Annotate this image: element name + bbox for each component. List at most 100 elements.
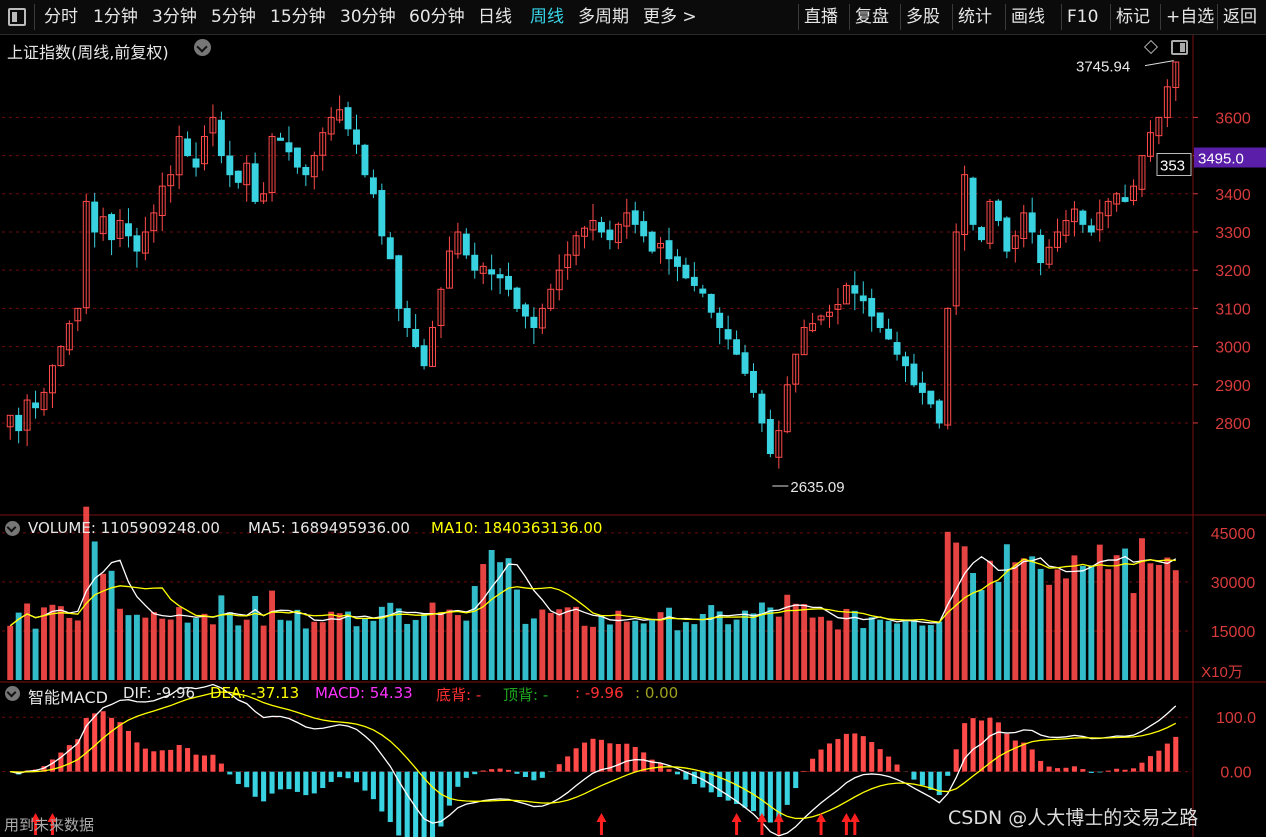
window-toggle-icon[interactable] [1171, 40, 1188, 55]
volume-bar [7, 625, 14, 680]
candle-body [902, 356, 909, 367]
candle-body [826, 311, 833, 317]
period-tab-4[interactable]: 15分钟 [270, 7, 326, 27]
candle-body [226, 155, 234, 176]
candle-body [969, 177, 977, 225]
panel-toggle-icon[interactable] [8, 8, 26, 26]
volume-bar [395, 608, 402, 680]
action-button-1[interactable]: 复盘 [855, 7, 889, 27]
volume-bar [843, 608, 850, 680]
candle-body [851, 285, 859, 294]
signal-arrow-head [731, 813, 742, 822]
volume-bar [269, 590, 276, 680]
volume-bar [767, 607, 774, 680]
action-button-7[interactable]: +自选 [1166, 7, 1215, 27]
candle-body [994, 200, 1002, 222]
candle-body [32, 402, 40, 409]
main-title: 上证指数(周线,前复权) [7, 43, 169, 62]
candle-body [640, 221, 648, 237]
action-button-8[interactable]: 返回 [1223, 7, 1257, 27]
volume-bar [1079, 565, 1086, 680]
candle-body [403, 308, 411, 328]
volume-axis-label: 15000 [1211, 624, 1256, 641]
period-tab-5[interactable]: 30分钟 [340, 7, 396, 27]
volume-bar [15, 612, 22, 680]
candle-body [243, 162, 251, 186]
candle-body [175, 135, 183, 176]
macd-extra-1: : -9.96 [575, 684, 624, 702]
volume-bar [142, 617, 149, 680]
volume-bar [970, 573, 977, 680]
volume-bar [260, 625, 267, 680]
candle-body [1130, 185, 1138, 201]
candle-body [293, 147, 301, 168]
volume-bar [429, 602, 436, 680]
volume-bar [150, 612, 157, 680]
candle-body [108, 214, 116, 241]
action-button-5[interactable]: F10 [1067, 7, 1099, 27]
volume-bar [801, 604, 808, 680]
last-price-label: 353 [1160, 158, 1185, 175]
period-tab-10[interactable]: 更多 > [643, 7, 697, 27]
macd-top-divergence: 顶背: - [503, 686, 549, 704]
volume-dropdown-icon[interactable] [5, 521, 20, 536]
candle-body [479, 265, 487, 274]
candle-body [657, 242, 665, 249]
candle-body [1037, 234, 1045, 264]
candle-body [336, 109, 344, 121]
volume-bar [66, 617, 73, 680]
candle-body [285, 142, 293, 153]
current-price-tag-bg [1194, 147, 1266, 168]
candle-body [268, 135, 276, 193]
volume-bar [522, 623, 529, 680]
stock-chart: 2800290030003100320033003400350036001500… [0, 35, 1266, 837]
candle-body [783, 384, 791, 433]
candle-body [217, 119, 225, 157]
candle-body [716, 312, 724, 328]
candle-body [834, 304, 842, 310]
period-tab-7[interactable]: 日线 [478, 7, 512, 27]
toolbar: 分时 1分钟 3分钟 5分钟 15分钟 30分钟 60分钟 日线 周线 多周期 更多 > 直播 复盘多… [0, 0, 1266, 35]
volume-bar [362, 618, 368, 680]
candle-body [792, 353, 800, 385]
volume-bar [885, 620, 892, 680]
volume-bar [235, 625, 242, 680]
volume-bar [936, 621, 943, 680]
candle-body [597, 222, 605, 233]
candle-body [167, 174, 175, 187]
volume-bar [598, 615, 605, 680]
volume-bar [716, 611, 723, 680]
candle-body [741, 352, 749, 374]
volume-bar [32, 628, 39, 680]
volume-bar [792, 603, 799, 680]
period-tab-8[interactable]: 周线 [530, 7, 564, 27]
watermark: CSDN @人大博士的交易之路 [948, 807, 1199, 829]
title-dropdown-icon[interactable] [194, 39, 211, 56]
action-button-6[interactable]: 标记 [1116, 7, 1150, 27]
period-tab-0[interactable]: 分时 [44, 7, 78, 27]
macd-dropdown-icon[interactable] [5, 686, 20, 701]
candle-body [589, 220, 597, 231]
candle-body [82, 200, 90, 309]
period-tab-1[interactable]: 1分钟 [93, 7, 138, 27]
volume-bar [226, 612, 233, 680]
period-tab-6[interactable]: 60分钟 [409, 7, 465, 27]
volume-bar [851, 610, 858, 680]
candle-body [395, 255, 403, 309]
period-tab-2[interactable]: 3分钟 [152, 7, 197, 27]
period-tab-3[interactable]: 5分钟 [211, 7, 256, 27]
candle-body [40, 391, 48, 411]
action-button-0[interactable]: 直播 [804, 7, 838, 27]
volume-bar [1063, 578, 1069, 680]
action-button-2[interactable]: 多股 [906, 7, 940, 27]
action-button-3[interactable]: 统计 [958, 7, 992, 27]
action-button-4[interactable]: 画线 [1011, 7, 1045, 27]
candle-body [353, 129, 360, 145]
candle-body [327, 116, 335, 135]
candle-body [707, 293, 715, 313]
volume-bar [311, 621, 318, 680]
signal-arrow-head [849, 813, 860, 822]
candle-body [1045, 246, 1053, 265]
candle-body [1138, 155, 1146, 190]
period-tab-9[interactable]: 多周期 [578, 7, 629, 27]
